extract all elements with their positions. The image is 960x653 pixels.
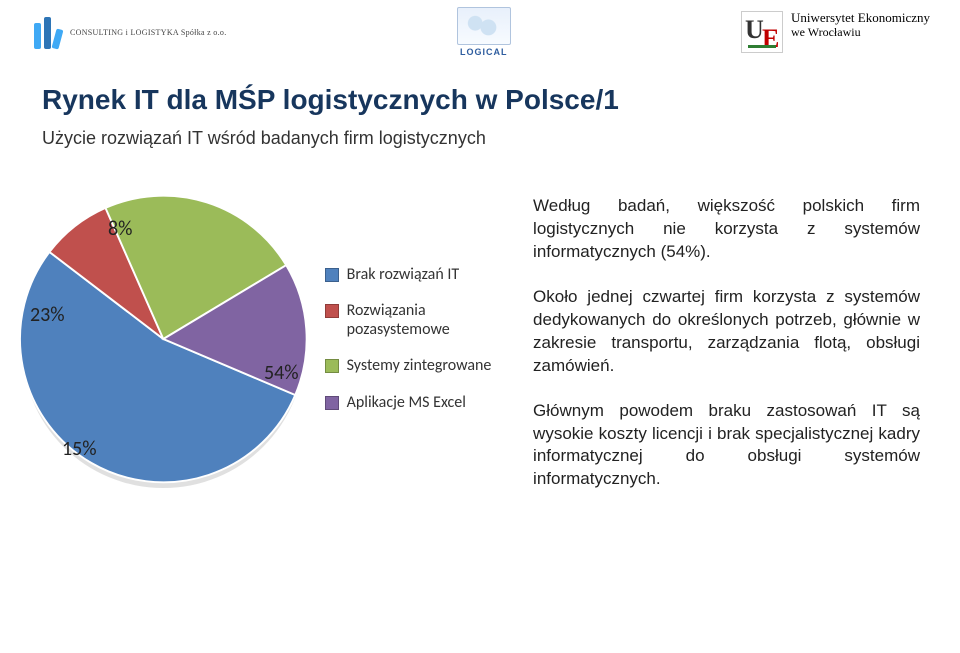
ue-line1: Uniwersytet Ekonomiczny [791,11,930,26]
paragraph-3: Głównym powodem braku zastosowań IT są w… [533,400,920,492]
cl-logo-icon [30,15,64,49]
europe-map-icon [457,7,511,45]
text-column: Według badań, większość polskich firm lo… [533,159,920,491]
legend-item: Aplikacje MS Excel [325,394,523,412]
pie-legend: Brak rozwiązań IT Rozwiązania pozasystemo… [325,266,523,412]
legend-swatch-icon [325,304,339,318]
cl-logo-text: CONSULTING i LOGISTYKA Spółka z o.o. [70,28,227,37]
content-row: 54% 8% 23% 15% Brak rozwiązań IT Rozwiązania… [0,149,960,491]
logical-logo-text: LOGICAL [460,47,508,57]
legend-swatch-icon [325,396,339,410]
paragraph-1: Według badań, większość polskich firm lo… [533,195,920,264]
slide-subtitle: Użycie rozwiązań IT wśród badanych firm … [0,120,960,149]
slide-title: Rynek IT dla MŚP logistycznych w Polsce/… [0,60,960,120]
legend-item: Systemy zintegrowane [325,357,523,375]
cl-bars-icon [30,15,64,49]
legend-label: Brak rozwiązań IT [347,266,460,284]
legend-swatch-icon [325,359,339,373]
legend-swatch-icon [325,268,339,282]
chart-column: 54% 8% 23% 15% Brak rozwiązań IT Rozwiązania… [20,159,523,491]
paragraph-2: Około jednej czwartej firm korzysta z sy… [533,286,920,378]
pie-slice-percent-label: 54% [264,361,299,385]
logo-consulting-logistyka: CONSULTING i LOGISTYKA Spółka z o.o. [30,15,227,49]
legend-item: Rozwiązania pozasystemowe [325,302,523,339]
header-logos: CONSULTING i LOGISTYKA Spółka z o.o. LOG… [0,0,960,60]
legend-item: Brak rozwiązań IT [325,266,523,284]
pie-chart-wrap: 54% 8% 23% 15% Brak rozwiązań IT Rozwiązania… [20,189,523,489]
pie-slice-percent-label: 8% [108,217,132,241]
legend-label: Rozwiązania pozasystemowe [347,302,523,339]
pie-slice-percent-label: 23% [30,303,65,327]
logo-logical: LOGICAL [457,7,511,57]
ue-line2: we Wrocławiu [791,26,930,40]
pie-slice-percent-label: 15% [62,437,97,461]
logo-ue-wroclaw: UE Uniwersytet Ekonomiczny we Wrocławiu [741,11,930,53]
ue-logo-text: Uniwersytet Ekonomiczny we Wrocławiu [791,11,930,40]
legend-label: Systemy zintegrowane [347,357,492,375]
legend-label: Aplikacje MS Excel [347,394,466,412]
ue-monogram-icon: UE [741,11,783,53]
pie-chart: 54% 8% 23% 15% [20,189,307,489]
